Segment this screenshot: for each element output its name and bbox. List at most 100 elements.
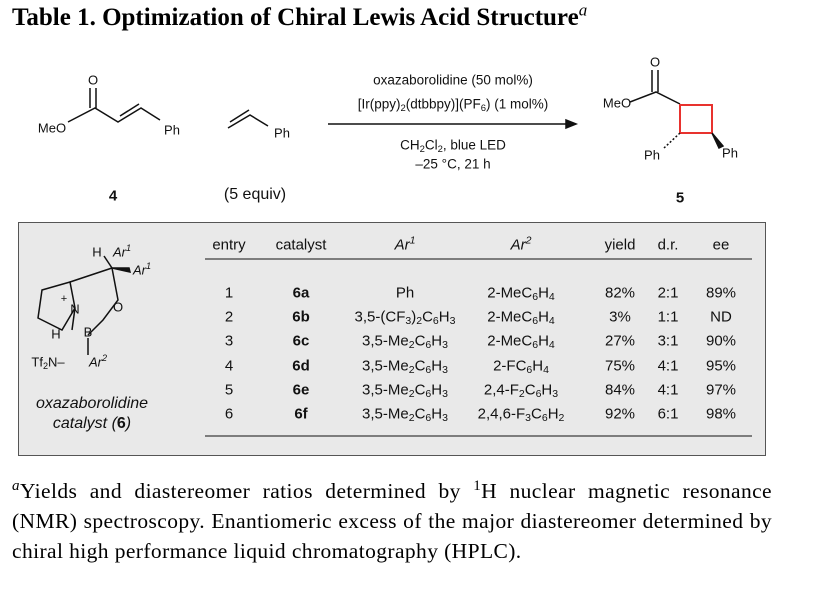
cell: 3,5-Me2C6H3 <box>362 381 448 400</box>
cell: 6a <box>292 284 310 302</box>
condition: [Ir(ppy)2(dtbbpy)](PF6) (1 mol%) <box>357 96 549 114</box>
caption-part: 6 <box>116 415 126 432</box>
cell: 82% <box>604 284 636 302</box>
arrow-head <box>565 118 579 130</box>
atom-label: Ar2 <box>88 353 108 370</box>
cell: 75% <box>604 357 636 375</box>
cell: 3,5-Me2C6H3 <box>362 357 448 376</box>
label: Ph <box>644 147 660 163</box>
cell: 1 <box>224 284 234 302</box>
footnote-sup: 1 <box>473 477 482 494</box>
cell: 3,5-Me2C6H3 <box>362 332 448 352</box>
cell: 95% <box>705 357 737 375</box>
ring <box>37 281 76 331</box>
cell: 92% <box>604 405 636 423</box>
cell: 3,5-Me2C6H3 <box>362 405 448 425</box>
bond <box>87 267 119 336</box>
cell: 2,4-F2C6H3 <box>483 381 559 400</box>
cell: 6 <box>224 405 234 423</box>
cell: 97% <box>705 381 737 399</box>
atom-label: H <box>92 244 102 260</box>
label: Ph <box>164 122 180 138</box>
cell: 1:1 <box>657 308 679 326</box>
cell: 3% <box>609 308 631 326</box>
condition: –25 °C, 21 h <box>415 156 491 172</box>
label: Ph <box>722 145 738 161</box>
table-title: Table 1. Optimization of Chiral Lewis Ac… <box>12 0 588 32</box>
compound-number: 4 <box>108 187 118 205</box>
label: Ph <box>274 125 290 141</box>
superscript: 2 <box>101 353 108 364</box>
wedge-bond <box>111 267 132 273</box>
condition: oxazaborolidine (50 mol%) <box>373 72 533 88</box>
label: (5 equiv) <box>223 186 287 203</box>
label: O <box>649 54 661 70</box>
superscript: 1 <box>409 234 416 247</box>
atom-label: Tf2N– <box>31 354 65 371</box>
cell: 3,5-(CF3)2C6H3 <box>354 308 456 328</box>
bond <box>227 114 269 129</box>
cell: 6d <box>292 357 310 375</box>
cell: 90% <box>705 332 737 350</box>
cell: 2-MeC6H4 <box>487 284 555 304</box>
atom-label: N <box>70 301 80 317</box>
title-text: Table 1. Optimization of Chiral Lewis Ac… <box>12 4 579 31</box>
superscript: 2 <box>525 234 532 247</box>
cell: 2,4,6-F3C6H2 <box>477 405 565 425</box>
column-header: ee <box>712 236 730 254</box>
cell: 2-MeC6H4 <box>487 308 555 328</box>
bond <box>229 109 250 123</box>
bond <box>103 255 113 269</box>
cell: 4:1 <box>657 357 679 375</box>
column-header: d.r. <box>657 236 679 254</box>
atom-label: O <box>112 299 124 315</box>
superscript: 1 <box>125 243 132 254</box>
cell: 27% <box>604 332 636 350</box>
footnote-text: Yields and diastereomer ratios determine… <box>19 479 474 503</box>
hashed-bond <box>663 132 681 149</box>
column-header: Ar2 <box>510 234 532 254</box>
cell: 3:1 <box>657 332 679 350</box>
title-note: a <box>578 0 588 20</box>
column-header: Ar1 <box>394 234 416 254</box>
footnote-mark: a <box>12 477 20 494</box>
condition: CH2Cl2, blue LED <box>400 137 506 155</box>
caption-part: catalyst ( <box>52 415 117 432</box>
cell: 6b <box>292 308 310 326</box>
cell: 5 <box>224 381 234 399</box>
table-box <box>18 222 766 456</box>
bond <box>69 267 113 283</box>
cyclobutane <box>679 104 713 134</box>
bond <box>67 107 161 123</box>
bond <box>119 103 140 117</box>
column-header: entry <box>212 236 246 254</box>
cell: 6f <box>294 405 308 423</box>
atom-label: B <box>83 324 93 340</box>
cell: 3 <box>224 332 234 350</box>
cell: 6e <box>292 381 310 399</box>
caption: oxazaborolidine <box>35 395 149 412</box>
cell: Ph <box>395 284 415 302</box>
cell: 2 <box>224 308 234 326</box>
cell: 2-MeC6H4 <box>487 332 555 352</box>
cell: 2:1 <box>657 284 679 302</box>
bond <box>629 91 681 105</box>
cell: 4 <box>224 357 234 375</box>
atom-label: + <box>60 293 68 305</box>
caption-part: ) <box>125 415 132 432</box>
column-header: yield <box>604 236 636 254</box>
cell: ND <box>710 308 732 326</box>
label: O <box>87 72 99 88</box>
bond <box>71 307 76 331</box>
atom-label: H <box>51 326 61 342</box>
caption: catalyst (6) <box>53 415 131 433</box>
cell: 84% <box>604 381 636 399</box>
cell: 98% <box>705 405 737 423</box>
atom-label: Ar1 <box>112 243 132 260</box>
footnote-text: H nuclear magnetic resonance (NMR) spect… <box>12 479 773 563</box>
footnote: aYields and diastereomer ratios determin… <box>12 476 772 566</box>
label: MeO <box>37 120 67 136</box>
cell: 2-FC6H4 <box>493 357 549 376</box>
